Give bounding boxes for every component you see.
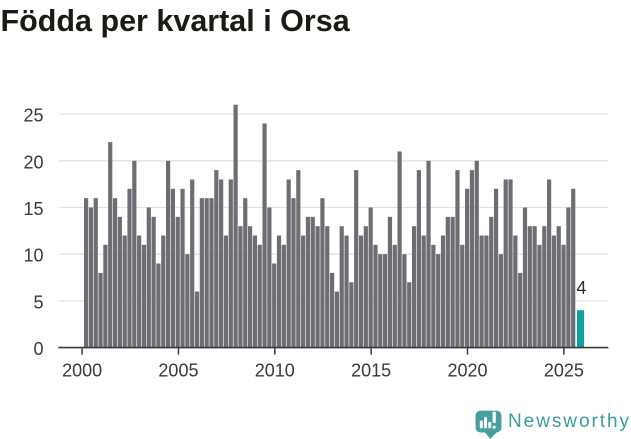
svg-text:Newsworthy: Newsworthy (508, 411, 631, 432)
svg-text:2000: 2000 (62, 361, 102, 381)
svg-text:2020: 2020 (447, 361, 487, 381)
svg-text:4: 4 (576, 278, 586, 298)
svg-text:25: 25 (23, 106, 43, 126)
svg-text:10: 10 (23, 246, 43, 266)
svg-text:0: 0 (33, 339, 43, 359)
svg-text:20: 20 (23, 152, 43, 172)
svg-text:15: 15 (23, 199, 43, 219)
svg-text:2010: 2010 (255, 361, 295, 381)
svg-text:2015: 2015 (351, 361, 391, 381)
svg-text:2025: 2025 (544, 361, 584, 381)
svg-text:2005: 2005 (158, 361, 198, 381)
svg-text:5: 5 (33, 292, 43, 312)
